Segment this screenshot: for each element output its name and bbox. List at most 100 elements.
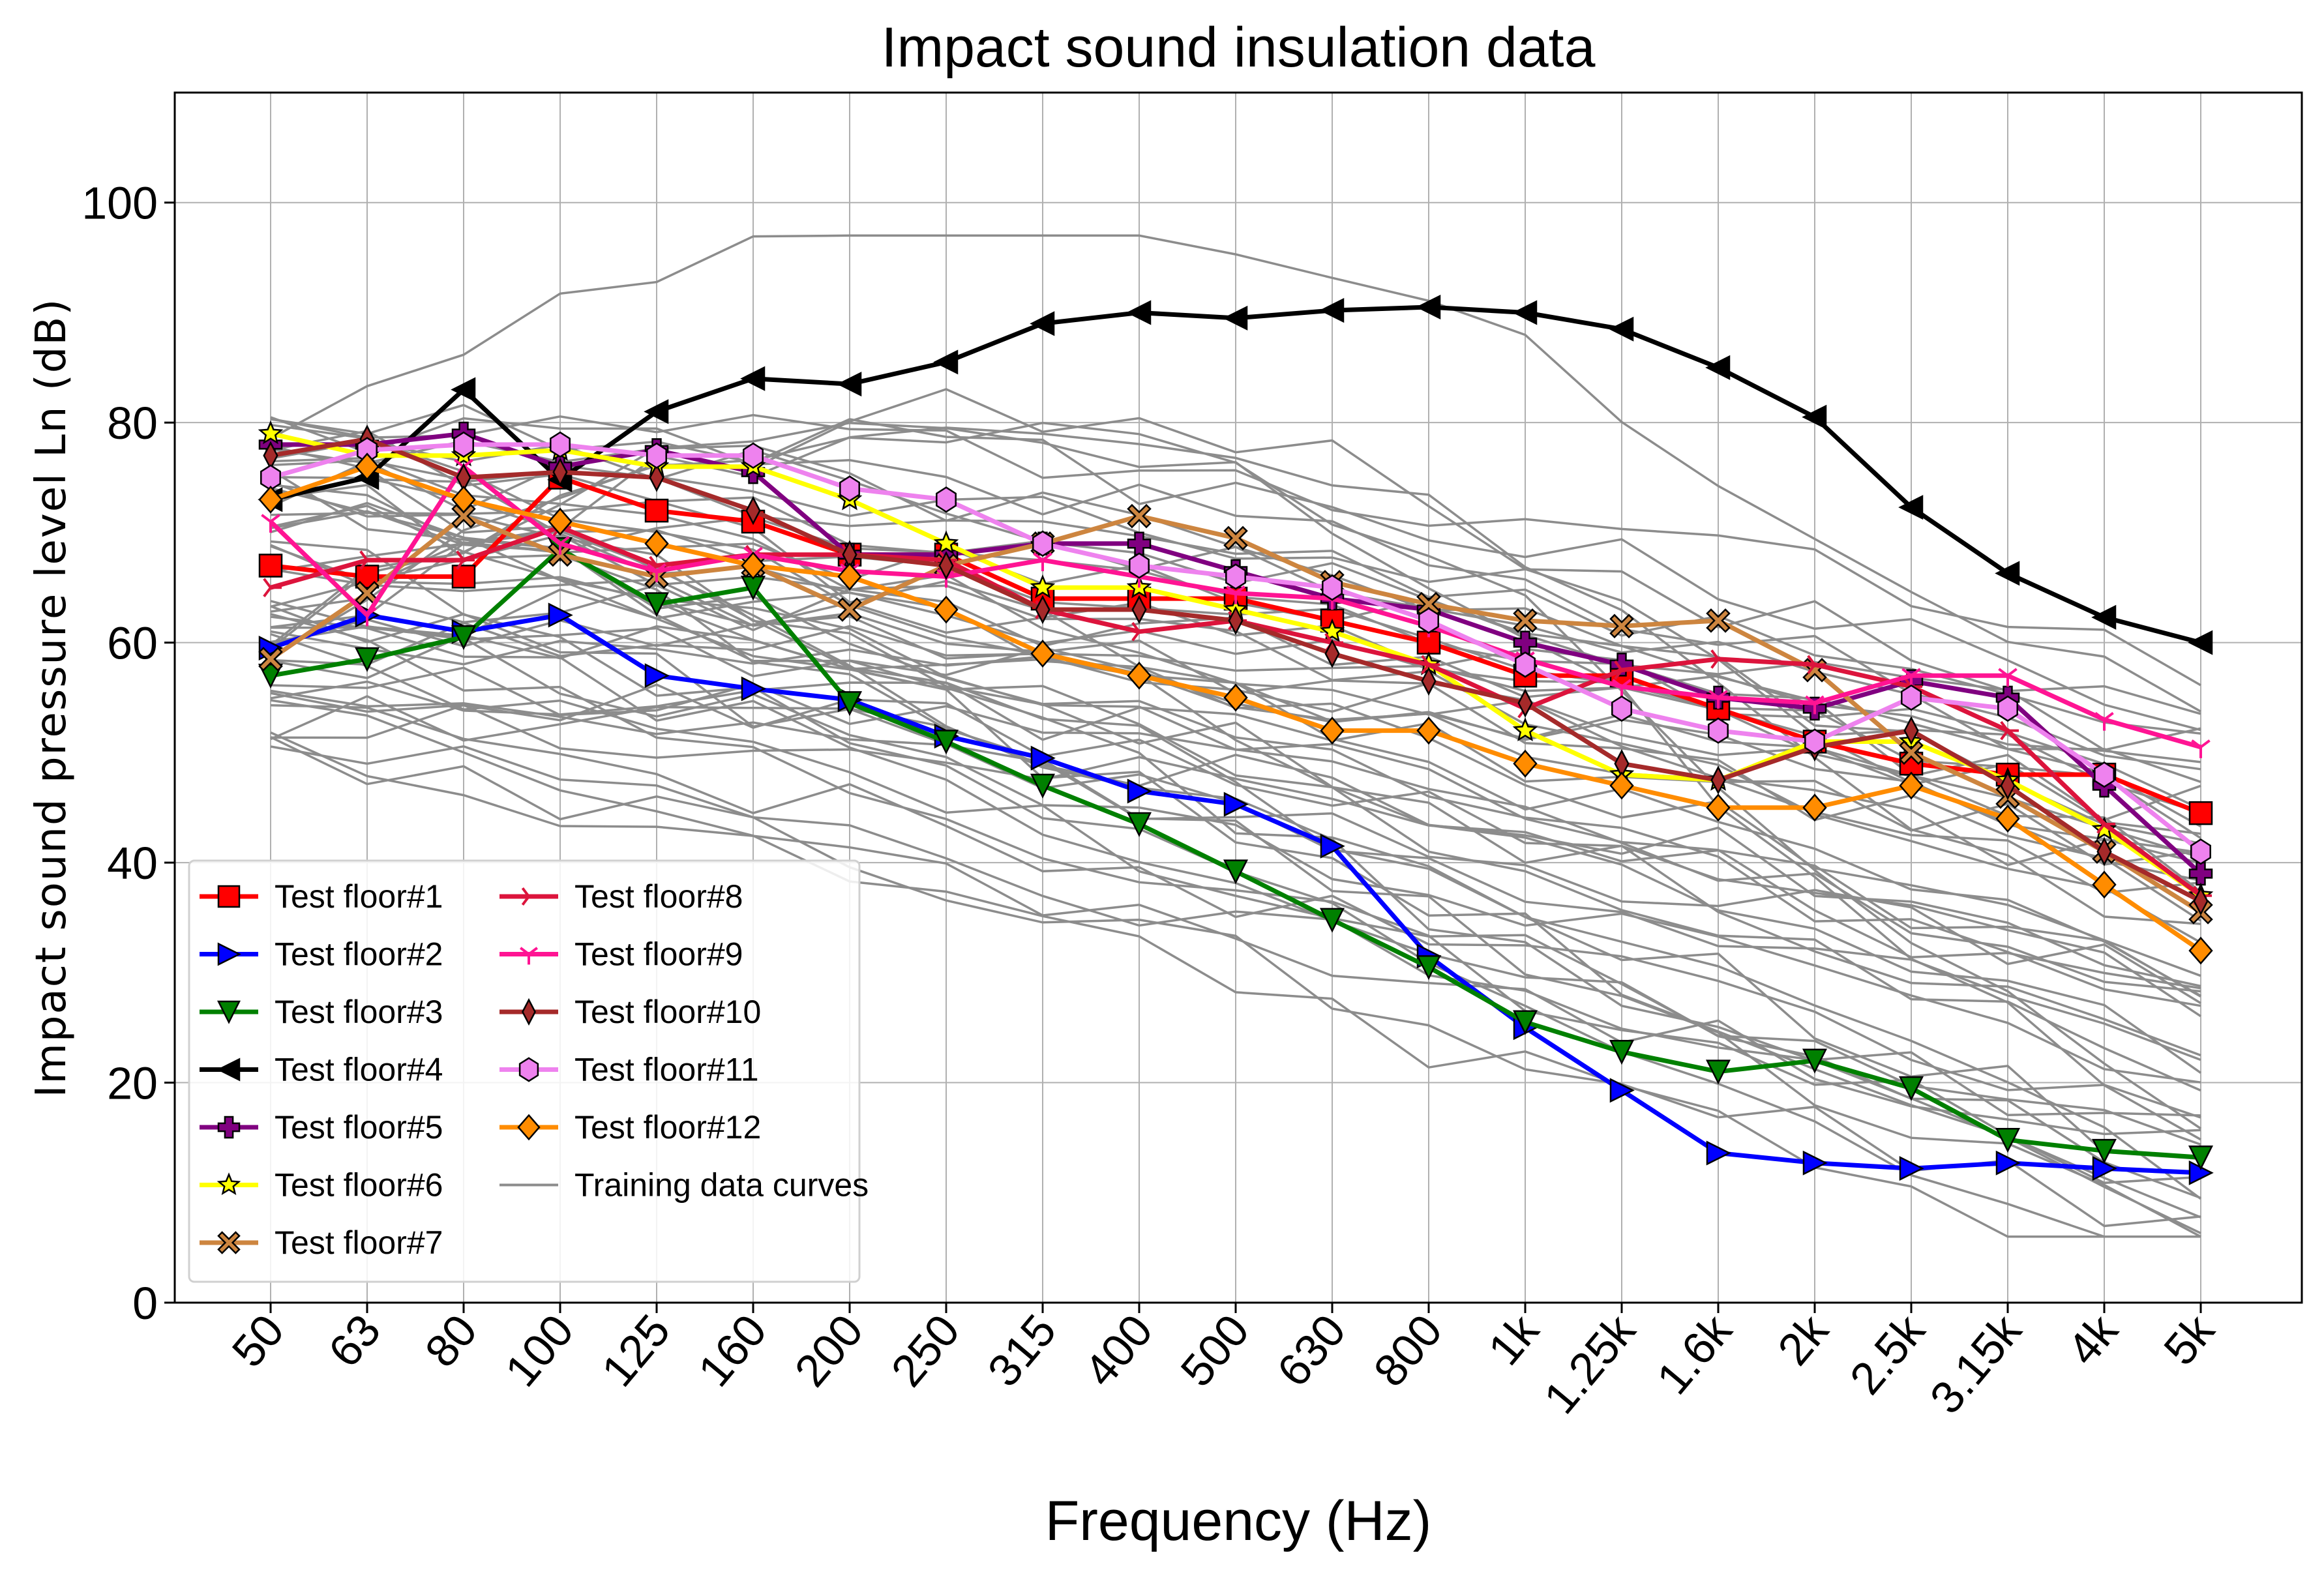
data-point [933,349,959,375]
data-point [258,485,283,514]
data-point [1515,651,1536,678]
data-point [1802,1048,1828,1074]
series-test-floor-12 [258,452,2213,965]
data-point [644,399,669,424]
data-point [1512,300,1538,325]
legend-label: Test floor#5 [275,1109,443,1146]
legend-label: Test floor#10 [574,994,761,1030]
data-point [258,554,283,578]
data-point [1033,552,1052,572]
data-point [647,563,666,582]
x-tick-label: 1.25k [1534,1305,1645,1423]
data-point [2092,870,2117,899]
training-curve [270,413,2201,687]
legend-label: Test floor#4 [275,1052,443,1088]
x-tick-label: 50 [222,1305,294,1377]
data-point [550,431,571,458]
training-curve [270,469,2202,1200]
data-point [1322,574,1343,601]
legend-swatch-marker [216,1058,241,1082]
data-point [1901,684,1922,711]
data-point [2188,936,2213,965]
data-point [1997,695,2018,722]
data-point [2188,861,2213,886]
training-curve [270,487,2201,1219]
data-point [1030,574,1056,599]
x-tick-label: 800 [1364,1305,1452,1397]
data-point [644,498,669,523]
test-floor-series [258,294,2214,1185]
data-point [2188,630,2213,655]
data-point [1223,525,1248,551]
data-point [644,663,670,688]
data-point [1421,655,1440,675]
legend-swatch-marker [517,1114,541,1141]
legend-item: Test floor#6 [200,1167,443,1204]
data-point [1995,1150,2021,1176]
x-tick-label: 1k [1478,1305,1549,1375]
data-point [2000,720,2019,741]
legend-item: Test floor#11 [499,1052,759,1088]
data-point [1804,728,1825,755]
y-tick-label: 0 [132,1278,158,1329]
data-point [1609,1040,1635,1065]
data-point [1802,793,1827,822]
data-point [2094,711,2114,731]
training-curve [270,666,2201,993]
data-point [1131,595,1147,625]
training-curve [270,736,2201,1117]
legend-swatch-marker [217,1231,241,1254]
data-point [1223,859,1249,885]
data-point [2091,1138,2117,1164]
data-point [741,552,766,580]
y-axis-label: Impact sound pressure level Ln (dB) [27,298,76,1098]
data-point [1127,503,1152,529]
data-point [1995,805,2020,833]
legend-item: Test floor#4 [200,1052,443,1088]
data-point [1708,717,1729,744]
data-point [1899,771,1924,800]
data-point [1805,695,1825,715]
data-point [1899,1156,1924,1181]
training-curve [270,731,2201,1136]
data-point [1223,305,1248,331]
legend-label: Test floor#8 [574,878,743,915]
x-tick-label: 80 [415,1305,487,1377]
legend-label: Test floor#9 [574,936,743,973]
training-curve [270,613,2201,1185]
data-point [1319,908,1345,933]
y-tick-label: 100 [82,178,158,229]
legend-label: Test floor#7 [275,1224,443,1261]
training-curve [270,588,2201,814]
data-point [1513,749,1538,778]
data-point [2096,836,2112,866]
legend-item: Test floor#5 [200,1109,443,1146]
x-tick-label: 250 [882,1305,970,1397]
data-point [1030,773,1056,799]
data-point [1705,355,1731,380]
data-point [1899,740,1924,765]
data-point [355,580,380,606]
training-curve [270,416,2201,771]
data-point [1223,792,1249,817]
x-tick-label: 63 [319,1305,391,1377]
data-point [451,503,476,529]
data-point [552,457,568,487]
legend-label: Test floor#11 [574,1052,759,1088]
data-point [2091,604,2117,630]
data-point [938,551,954,580]
data-point [354,647,380,672]
x-tick-label: 3.15k [1920,1305,2031,1423]
data-point [1324,639,1340,668]
legend-swatch-marker [217,942,241,966]
data-point [936,486,957,513]
legend-item: Test floor#9 [499,936,743,973]
series-test-floor-10 [263,424,2209,916]
legend-item: Test floor#2 [200,936,443,973]
legend-swatch-marker [217,1116,241,1139]
data-point [837,597,862,622]
data-point [1705,1059,1731,1085]
legend-swatch-marker [521,998,537,1026]
plot-frame [173,91,2303,1304]
data-point [2094,761,2115,788]
